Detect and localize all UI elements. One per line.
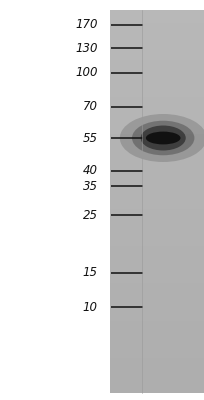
Text: 40: 40 bbox=[83, 164, 98, 177]
Text: 25: 25 bbox=[83, 209, 98, 222]
Ellipse shape bbox=[146, 132, 181, 144]
Ellipse shape bbox=[120, 114, 204, 162]
Ellipse shape bbox=[141, 126, 186, 150]
Text: 10: 10 bbox=[83, 301, 98, 314]
Text: 100: 100 bbox=[75, 66, 98, 79]
Ellipse shape bbox=[132, 121, 194, 155]
Text: 70: 70 bbox=[83, 100, 98, 113]
Text: 170: 170 bbox=[75, 18, 98, 31]
Text: 15: 15 bbox=[83, 266, 98, 279]
Text: 55: 55 bbox=[83, 132, 98, 144]
Text: 35: 35 bbox=[83, 180, 98, 192]
Text: 130: 130 bbox=[75, 42, 98, 54]
